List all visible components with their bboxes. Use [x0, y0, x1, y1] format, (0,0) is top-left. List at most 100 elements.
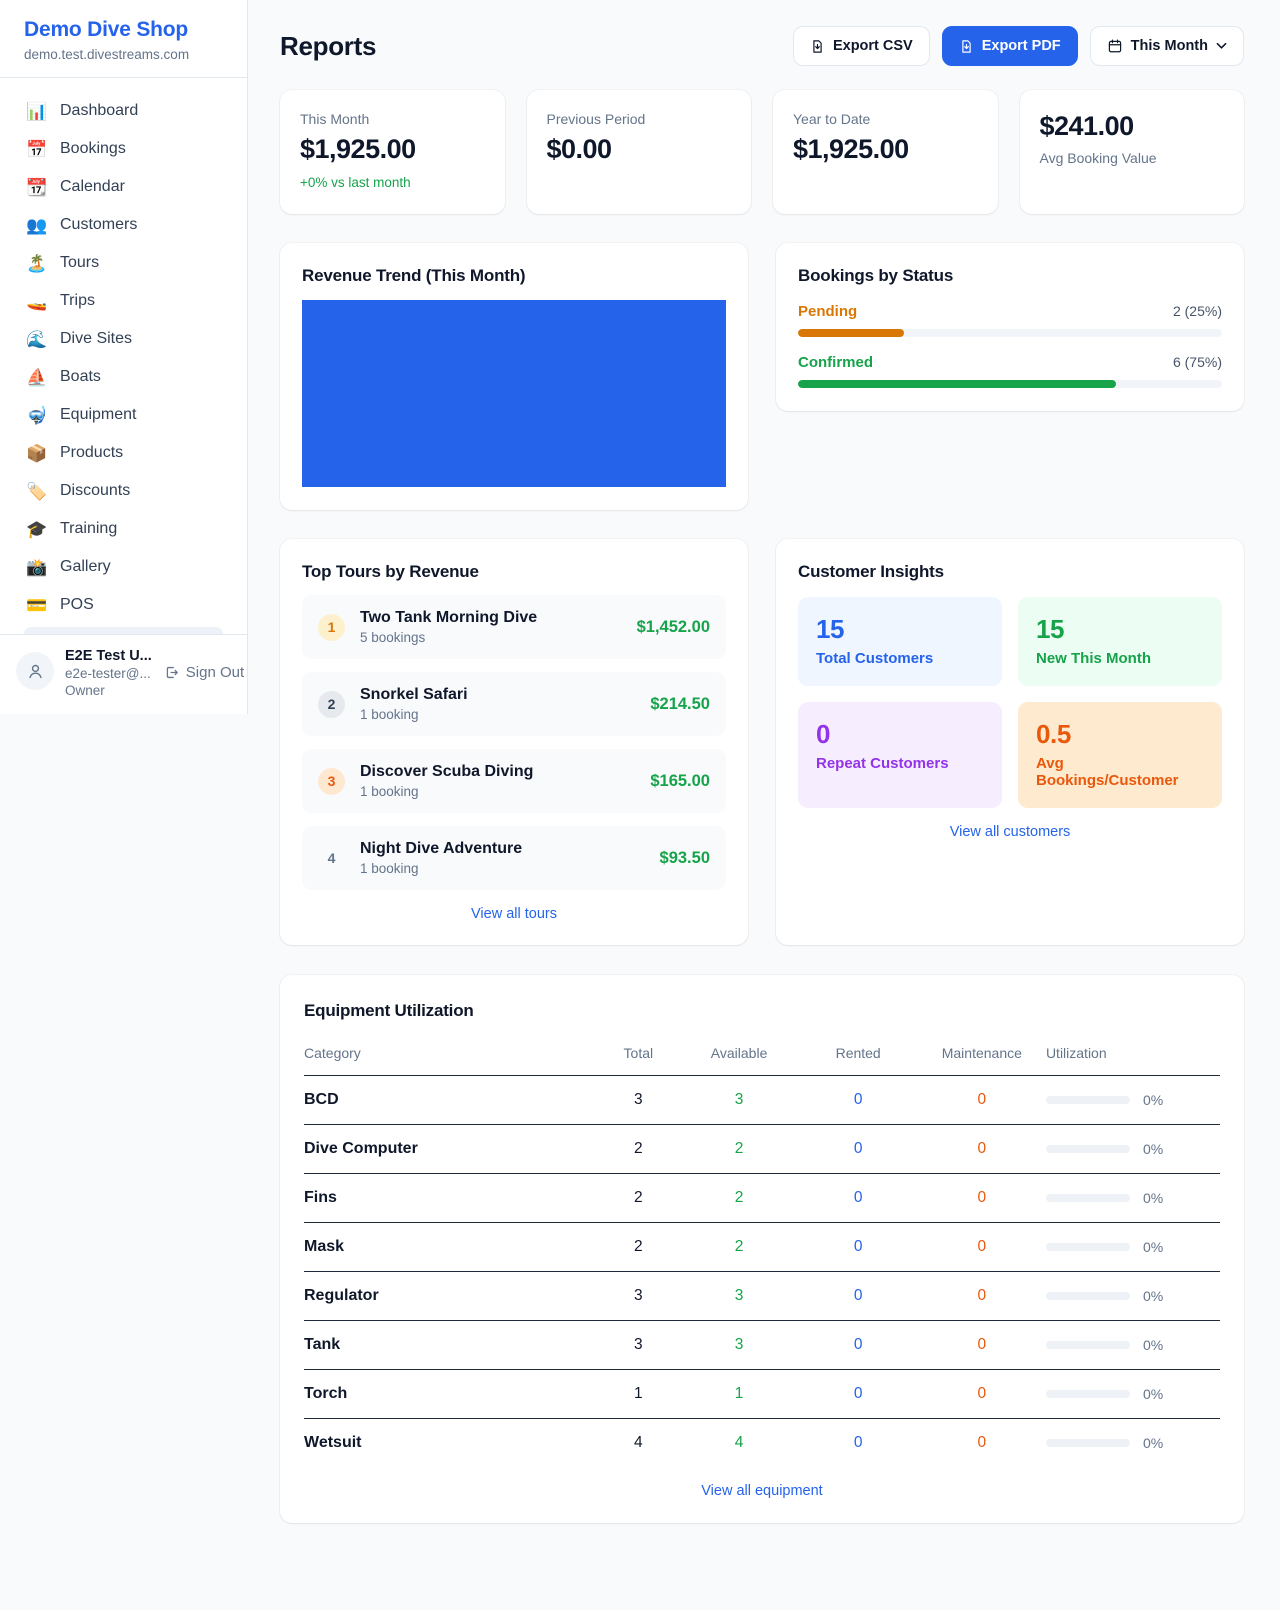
tour-list-item[interactable]: 2 Snorkel Safari 1 booking $214.50 [302, 672, 726, 736]
person-icon [28, 664, 42, 678]
export-csv-button[interactable]: Export CSV [792, 26, 930, 66]
stat-card-year-to-date: Year to Date $1,925.00 [773, 90, 998, 214]
sidebar-item-dashboard[interactable]: 📊 Dashboard [12, 92, 235, 130]
utilization-bar [1045, 1341, 1130, 1349]
sidebar-item-tours[interactable]: 🏝️ Tours [12, 244, 235, 282]
utilization-bar [1045, 1194, 1130, 1202]
rank-badge: 2 [318, 690, 345, 718]
sidebar-item-gallery[interactable]: 📸 Gallery [12, 548, 235, 586]
island-icon: 🏝️ [26, 253, 48, 273]
tile-avg-bookings-customer: 0.5 Avg Bookings/Customer [1018, 702, 1222, 808]
utilization-percent: 0% [1142, 1190, 1164, 1206]
page-title: Reports [280, 30, 377, 61]
equipment-total: 1 [597, 1369, 680, 1419]
status-value: 2 (25%) [1172, 303, 1222, 319]
sign-out-button[interactable]: Sign Out [163, 664, 244, 681]
tile-label: Repeat Customers [816, 755, 949, 772]
equipment-total: 2 [597, 1173, 680, 1223]
view-all-equipment-link[interactable]: View all equipment [701, 1483, 823, 1499]
header-actions: Export CSV Export PDF This Month [792, 26, 1244, 66]
stat-delta: +0% vs last month [300, 175, 411, 190]
equipment-maintenance: 0 [917, 1222, 1046, 1272]
sidebar-item-boats[interactable]: ⛵ Boats [12, 358, 235, 396]
sidebar-item-discounts[interactable]: 🏷️ Discounts [12, 472, 235, 510]
bar-chart-icon: 📊 [26, 101, 48, 121]
utilization-bar [1045, 1096, 1130, 1104]
tour-list-item[interactable]: 3 Discover Scuba Diving 1 booking $165.0… [302, 749, 726, 813]
status-row-confirmed: Confirmed 6 (75%) [798, 354, 1222, 388]
equipment-maintenance: 0 [977, 1434, 987, 1451]
equipment-category: Mask [304, 1222, 598, 1272]
user-role: Owner [65, 683, 105, 698]
equipment-total: 4 [634, 1434, 643, 1451]
equipment-utilization-card: Equipment Utilization Category Total Ava… [280, 975, 1244, 1523]
utilization-percent: 0% [1142, 1239, 1164, 1255]
rank-badge: 4 [327, 850, 336, 866]
equipment-maintenance: 0 [917, 1075, 1046, 1125]
equipment-available: 3 [679, 1320, 799, 1370]
view-all-customers-link[interactable]: View all customers [949, 824, 1071, 840]
stat-card-previous-period: Previous Period $0.00 [526, 90, 751, 214]
sidebar-item-pos[interactable]: 💳 POS [12, 586, 235, 624]
equipment-rented: 0 [798, 1271, 918, 1321]
export-csv-label: Export CSV [832, 38, 913, 54]
table-row: Wetsuit 4 4 0 0 0% [304, 1419, 1220, 1468]
sidebar-item-customers[interactable]: 👥 Customers [12, 206, 235, 244]
bookings-by-status-card: Bookings by Status Pending 2 (25%) Confi… [776, 243, 1244, 411]
table-row: Regulator 3 3 0 0 0% [304, 1271, 1220, 1321]
utilization-percent: 0% [1142, 1141, 1164, 1157]
utilization-percent: 0% [1142, 1092, 1164, 1108]
sidebar-item-calendar[interactable]: 📆 Calendar [12, 168, 235, 206]
sidebar-item-products[interactable]: 📦 Products [12, 434, 235, 472]
utilization-percent: 0% [1142, 1386, 1164, 1402]
tour-bookings: 5 bookings [360, 630, 426, 645]
column-header: Maintenance [917, 1037, 1046, 1076]
insights-row: Top Tours by Revenue 1 Two Tank Morning … [280, 539, 1244, 945]
rank-badge: 3 [318, 767, 345, 795]
card-title: Customer Insights [798, 562, 944, 581]
progress-fill [798, 380, 1116, 388]
app-root: Demo Dive Shop demo.test.divestreams.com… [0, 0, 1244, 1523]
sidebar-item-training[interactable]: 🎓 Training [12, 510, 235, 548]
column-header: Rented [798, 1037, 918, 1076]
sign-out-icon [166, 666, 178, 679]
people-icon: 👥 [26, 215, 48, 235]
insight-tiles: 15 Total Customers 15 New This Month 0 R… [798, 597, 1222, 808]
equipment-rented: 0 [798, 1222, 918, 1272]
sidebar-item-label: POS [60, 596, 94, 613]
equipment-category: Wetsuit [304, 1434, 362, 1451]
stat-cards-row: This Month $1,925.00 +0% vs last month P… [280, 90, 1244, 214]
tour-list-item[interactable]: 4 Night Dive Adventure 1 booking $93.50 [302, 826, 726, 890]
user-email: e2e-tester@... [65, 666, 151, 681]
sidebar-item-reports-partial[interactable] [24, 627, 223, 634]
page-header: Reports Export CSV Export PDF [280, 26, 1244, 66]
equipment-rented: 0 [798, 1075, 918, 1125]
sidebar-item-bookings[interactable]: 📅 Bookings [12, 130, 235, 168]
table-row: Torch 1 1 0 0 0% [304, 1369, 1220, 1419]
tour-name: Snorkel Safari [360, 686, 468, 703]
export-pdf-label: Export PDF [981, 38, 1061, 54]
tour-bookings: 1 booking [360, 784, 419, 799]
status-value: 6 (75%) [1172, 354, 1222, 370]
sidebar-item-trips[interactable]: 🚤 Trips [12, 282, 235, 320]
period-dropdown[interactable]: This Month [1089, 26, 1244, 66]
tour-list-item[interactable]: 1 Two Tank Morning Dive 5 bookings $1,45… [302, 595, 726, 659]
sidebar-item-equipment[interactable]: 🤿 Equipment [12, 396, 235, 434]
wave-icon: 🌊 [26, 329, 48, 349]
stat-value: $241.00 [1039, 111, 1135, 141]
stat-value: $1,925.00 [300, 134, 416, 164]
user-name: E2E Test U... [65, 648, 152, 664]
sidebar-item-label: Tours [60, 254, 100, 271]
tour-revenue: $1,452.00 [636, 617, 710, 636]
card-title: Bookings by Status [798, 266, 954, 285]
sidebar: Demo Dive Shop demo.test.divestreams.com… [0, 0, 248, 714]
stat-label: This Month [300, 111, 370, 127]
view-all-tours-link[interactable]: View all tours [471, 906, 557, 922]
tile-label: Avg Bookings/Customer [1036, 755, 1179, 789]
tile-value: 15 [1036, 614, 1065, 644]
utilization-bar [1045, 1243, 1130, 1251]
export-pdf-button[interactable]: Export PDF [941, 26, 1078, 66]
status-row-pending: Pending 2 (25%) [798, 303, 1222, 337]
sidebar-item-dive-sites[interactable]: 🌊 Dive Sites [12, 320, 235, 358]
tile-value: 15 [816, 614, 845, 644]
